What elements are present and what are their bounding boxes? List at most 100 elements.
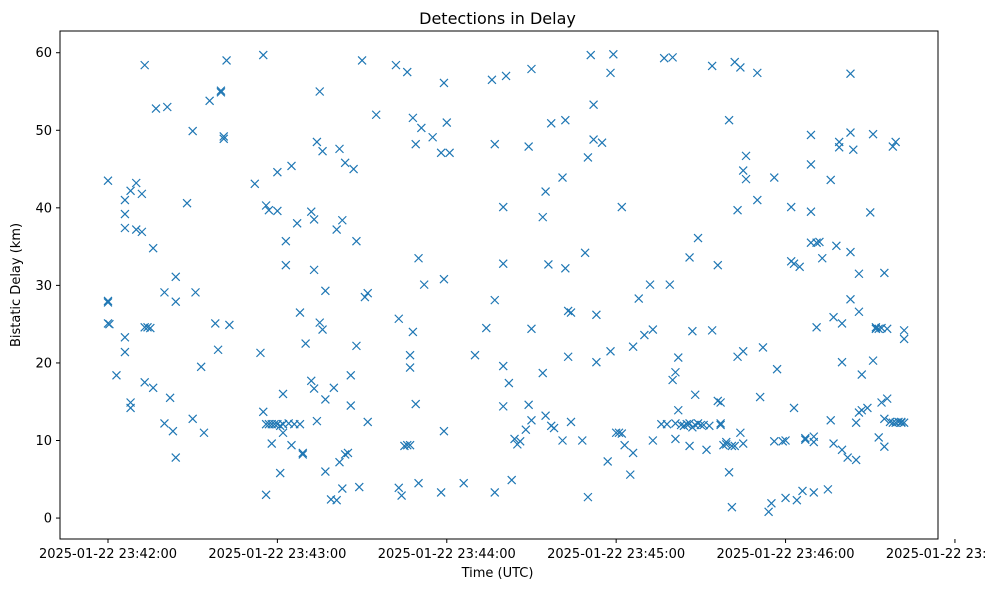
data-point xyxy=(874,432,884,442)
data-point xyxy=(439,78,449,88)
data-point xyxy=(428,132,438,142)
data-point xyxy=(298,448,308,458)
data-point xyxy=(809,488,819,497)
data-point xyxy=(402,440,412,450)
data-point xyxy=(131,178,141,188)
data-point xyxy=(846,247,855,257)
data-point xyxy=(846,294,855,304)
data-point xyxy=(693,419,703,428)
data-point xyxy=(315,87,325,96)
data-point xyxy=(171,272,181,282)
data-point xyxy=(292,218,302,228)
data-point xyxy=(487,75,497,85)
data-point xyxy=(332,225,342,234)
data-point xyxy=(648,325,658,335)
data-point xyxy=(470,350,480,360)
data-point xyxy=(309,215,319,224)
data-point xyxy=(148,243,158,253)
data-point xyxy=(888,142,898,151)
data-point xyxy=(738,166,748,176)
data-point xyxy=(312,416,322,426)
data-point xyxy=(160,287,169,297)
data-point xyxy=(267,439,277,449)
x-tick-label: 2025-01-22 23:42:00 xyxy=(39,547,177,562)
x-tick-label: 2025-01-22 23:44:00 xyxy=(378,547,516,562)
data-point xyxy=(354,482,364,492)
data-point xyxy=(120,195,130,205)
data-point xyxy=(693,233,703,243)
data-point xyxy=(589,100,599,110)
data-point xyxy=(131,225,141,234)
data-point xyxy=(685,253,694,262)
y-axis: 0 10 20 30 40 50 60 xyxy=(35,46,60,527)
data-point xyxy=(563,352,573,362)
data-point xyxy=(524,400,534,410)
data-point xyxy=(318,146,327,156)
data-point xyxy=(112,370,121,380)
data-point xyxy=(671,419,680,428)
data-point xyxy=(301,339,311,348)
data-point xyxy=(165,393,175,403)
data-point xyxy=(256,348,265,358)
data-point xyxy=(140,60,150,70)
data-point xyxy=(696,420,706,430)
data-point xyxy=(829,439,838,449)
data-point xyxy=(716,419,726,428)
data-point xyxy=(891,137,901,147)
data-point xyxy=(188,414,198,424)
data-point xyxy=(490,295,500,305)
data-point xyxy=(846,128,855,138)
x-tick-label: 2025-01-22 23:43:00 xyxy=(208,547,346,562)
data-point xyxy=(829,312,838,322)
data-point xyxy=(857,370,867,380)
data-point xyxy=(143,322,152,332)
data-point xyxy=(837,318,847,328)
data-point xyxy=(648,436,658,445)
data-point xyxy=(727,441,737,451)
y-tick-label: 40 xyxy=(35,201,52,216)
data-point xyxy=(679,421,689,431)
x-axis: 2025-01-22 23:42:00 2025-01-22 23:43:00 20… xyxy=(39,539,985,562)
data-point xyxy=(103,298,113,307)
data-point xyxy=(140,377,150,387)
data-point xyxy=(879,442,889,452)
data-point xyxy=(258,50,268,60)
data-point xyxy=(899,325,909,335)
data-point xyxy=(306,207,316,217)
data-point xyxy=(583,492,593,502)
data-point xyxy=(882,324,892,334)
data-point xyxy=(436,148,446,158)
data-point xyxy=(216,86,226,96)
data-point xyxy=(673,353,683,362)
data-point xyxy=(335,144,344,154)
data-point xyxy=(507,475,517,485)
data-point xyxy=(261,490,271,500)
data-point xyxy=(162,102,172,112)
data-point xyxy=(352,236,361,246)
data-point xyxy=(126,186,136,196)
data-point xyxy=(287,440,296,450)
data-point xyxy=(854,269,864,279)
data-point xyxy=(538,368,548,378)
data-point xyxy=(459,478,469,488)
data-point xyxy=(298,450,308,459)
data-point xyxy=(603,457,613,466)
data-point xyxy=(120,347,130,357)
data-point xyxy=(781,436,790,445)
data-point xyxy=(275,468,285,478)
data-point xyxy=(721,437,731,447)
data-point xyxy=(608,49,618,59)
data-point xyxy=(337,215,347,225)
data-point xyxy=(332,495,342,505)
data-point xyxy=(752,68,762,78)
data-point xyxy=(357,56,367,65)
data-point xyxy=(261,201,271,210)
data-point xyxy=(515,436,525,446)
data-point xyxy=(543,260,553,269)
data-point xyxy=(671,367,680,377)
data-point xyxy=(834,142,844,152)
data-point xyxy=(137,189,147,199)
data-point xyxy=(335,457,344,467)
data-point xyxy=(865,208,875,217)
